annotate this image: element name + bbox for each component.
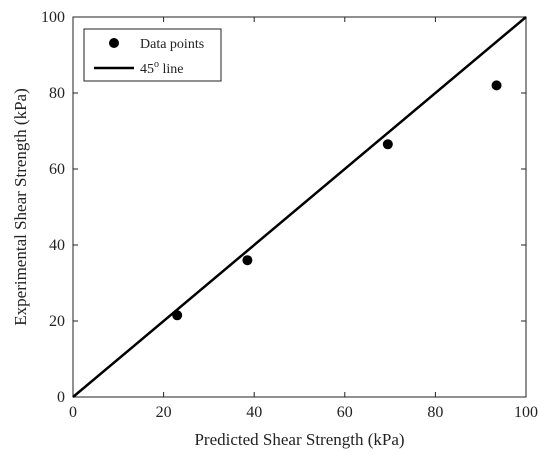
data-point xyxy=(242,255,253,266)
plot-frame xyxy=(72,16,527,398)
y-tick-label: 0 xyxy=(57,389,65,406)
x-tick-label: 40 xyxy=(246,404,262,421)
y-axis-ticks: 0 20 40 60 80 100 xyxy=(41,9,526,406)
x-tick-label: 60 xyxy=(337,404,353,421)
data-point xyxy=(382,139,393,150)
y-tick-label: 20 xyxy=(49,313,65,330)
y-tick-label: 100 xyxy=(41,9,65,26)
x-tick-label: 0 xyxy=(69,404,77,421)
legend-label-45-base: 45 xyxy=(140,62,154,77)
y-tick-label: 60 xyxy=(49,161,65,178)
x-axis-label: Predicted Shear Strength (kPa) xyxy=(194,430,404,449)
data-point xyxy=(491,80,502,91)
plot-area: 0 20 40 60 80 100 0 20 40 60 80 100 xyxy=(41,9,538,421)
legend-box xyxy=(83,28,222,82)
legend-label-data-points: Data points xyxy=(140,37,204,52)
y-tick-label: 80 xyxy=(49,85,65,102)
x-tick-label: 20 xyxy=(156,404,172,421)
reference-line-45 xyxy=(72,16,527,398)
legend: Data points 45o line xyxy=(83,28,222,82)
data-points-series xyxy=(172,80,502,321)
reference-line-series xyxy=(72,16,527,398)
legend-label-45-line: 45o line xyxy=(140,59,184,77)
x-tick-label: 100 xyxy=(514,404,538,421)
x-tick-label: 80 xyxy=(427,404,443,421)
data-point xyxy=(172,310,183,321)
x-axis-ticks: 0 20 40 60 80 100 xyxy=(69,17,538,421)
y-tick-label: 40 xyxy=(49,237,65,254)
legend-label-45-rest: line xyxy=(159,62,184,77)
legend-label-45-sup: o xyxy=(154,59,159,70)
y-axis-label: Experimental Shear Strength (kPa) xyxy=(11,88,30,325)
legend-marker-data-points xyxy=(109,38,119,48)
